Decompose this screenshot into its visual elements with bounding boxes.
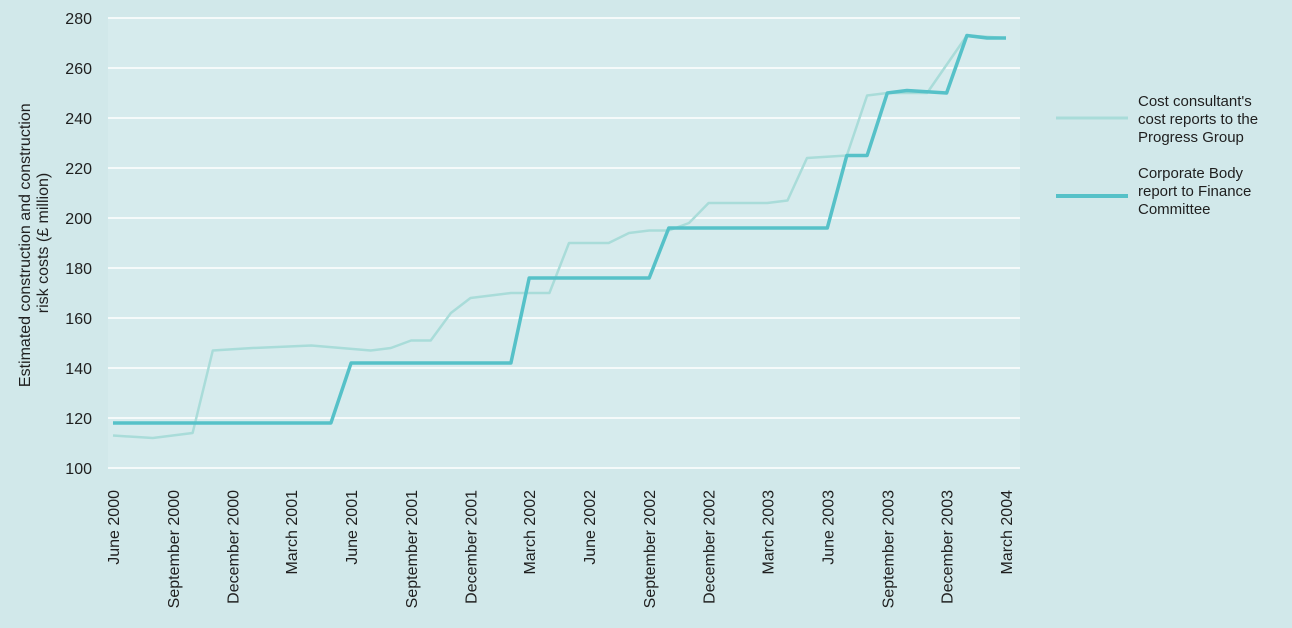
y-tick-label: 280	[65, 11, 92, 28]
y-tick-label: 260	[65, 61, 92, 78]
y-axis-ticks: 100 120 140 160 180 200 220 240 260 280	[65, 11, 92, 478]
x-tick-label: December 2003	[940, 490, 957, 604]
x-tick-label: June 2000	[106, 490, 123, 565]
x-tick-label: June 2003	[820, 490, 837, 565]
x-tick-label: December 2002	[702, 490, 719, 604]
x-tick-label: June 2001	[344, 490, 361, 565]
y-axis-title-line-2: risk costs (£ million)	[35, 173, 52, 313]
x-tick-label: March 2004	[999, 490, 1016, 575]
legend-label-cost-consultant: Cost consultant's cost reports to the Pr…	[1138, 93, 1262, 146]
corporate-body-series-line	[113, 33, 1006, 425]
plot-area	[108, 18, 1020, 468]
y-tick-label: 240	[65, 111, 92, 128]
x-tick-label: March 2003	[760, 490, 777, 575]
legend-label-corporate-body: Corporate Body report to Finance Committ…	[1138, 165, 1256, 218]
x-tick-label: March 2002	[522, 490, 539, 575]
y-tick-label: 100	[65, 461, 92, 478]
y-axis-title: Estimated construction and construction …	[17, 99, 52, 387]
x-tick-label: December 2001	[463, 490, 480, 604]
y-tick-label: 200	[65, 211, 92, 228]
x-tick-label: September 2003	[880, 490, 897, 608]
x-tick-label: June 2002	[582, 490, 599, 565]
y-tick-label: 120	[65, 411, 92, 428]
y-tick-label: 180	[65, 261, 92, 278]
x-tick-label: September 2001	[404, 490, 421, 608]
x-tick-label: March 2001	[284, 490, 301, 575]
x-tick-label: December 2000	[225, 490, 242, 604]
y-tick-label: 140	[65, 361, 92, 378]
x-tick-label: September 2000	[166, 490, 183, 608]
x-axis-ticks: June 2000 September 2000 December 2000 Marc…	[106, 490, 1016, 608]
gridlines	[108, 17, 1020, 469]
y-tick-label: 160	[65, 311, 92, 328]
series-lines	[112, 33, 1007, 440]
legend: Cost consultant's cost reports to the Pr…	[1056, 93, 1262, 218]
y-axis-title-line-1: Estimated construction and construction	[17, 103, 34, 387]
x-tick-label: September 2002	[642, 490, 659, 608]
y-tick-label: 220	[65, 161, 92, 178]
